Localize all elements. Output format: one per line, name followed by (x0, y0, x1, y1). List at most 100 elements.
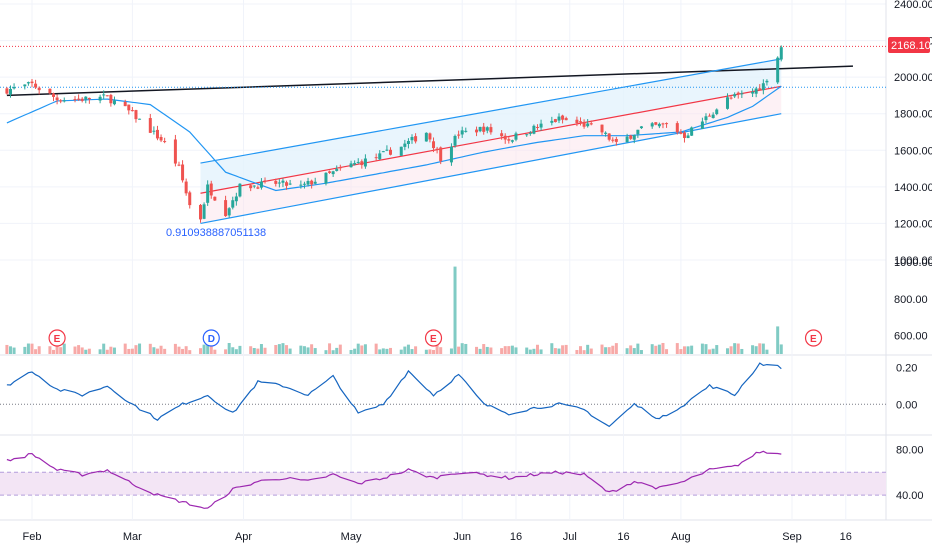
candle-body[interactable] (614, 138, 618, 142)
candle-body[interactable] (55, 97, 59, 101)
candle-body[interactable] (30, 81, 34, 84)
candle-body[interactable] (356, 161, 360, 163)
candle-body[interactable] (353, 163, 357, 165)
candle-body[interactable] (98, 96, 102, 101)
candle-body[interactable] (453, 135, 457, 146)
candle-body[interactable] (52, 93, 56, 97)
candle-body[interactable] (535, 126, 539, 128)
candle-body[interactable] (127, 104, 131, 111)
candle-body[interactable] (138, 118, 142, 120)
candle-body[interactable] (629, 135, 633, 139)
candle-body[interactable] (328, 171, 332, 173)
candle-body[interactable] (206, 184, 210, 203)
candle-body[interactable] (324, 172, 328, 184)
candle-body[interactable] (532, 125, 536, 134)
candle-body[interactable] (607, 133, 611, 140)
candle-body[interactable] (754, 88, 758, 94)
candle-body[interactable] (690, 127, 694, 136)
candle-body[interactable] (740, 93, 744, 95)
event-badge-E[interactable] (424, 329, 443, 347)
candle-body[interactable] (306, 180, 310, 185)
candle-body[interactable] (288, 183, 292, 185)
candle-body[interactable] (761, 83, 765, 91)
candle-body[interactable] (679, 132, 683, 134)
candle-body[interactable] (48, 88, 52, 94)
candle-body[interactable] (711, 114, 715, 119)
candle-body[interactable] (475, 129, 479, 133)
candle-body[interactable] (335, 168, 339, 171)
candle-body[interactable] (632, 135, 636, 140)
candle-body[interactable] (109, 94, 113, 104)
candle-body[interactable] (657, 123, 661, 127)
candle-body[interactable] (564, 118, 568, 121)
candle-body[interactable] (299, 184, 303, 186)
candle-body[interactable] (238, 183, 242, 197)
candle-body[interactable] (87, 97, 91, 100)
candle-body[interactable] (507, 139, 511, 141)
candle-body[interactable] (403, 143, 407, 147)
trendline-channel-upper[interactable] (200, 58, 782, 164)
candle-body[interactable] (589, 123, 593, 125)
candle-body[interactable] (704, 116, 708, 121)
candle-body[interactable] (224, 200, 228, 217)
candle-body[interactable] (725, 97, 729, 109)
candle-body[interactable] (478, 126, 482, 132)
event-badge-E[interactable] (804, 329, 823, 347)
candle-body[interactable] (410, 136, 414, 141)
candle-body[interactable] (751, 91, 755, 94)
candle-body[interactable] (23, 84, 27, 87)
event-badge-D[interactable] (202, 329, 220, 347)
candle-body[interactable] (575, 119, 579, 124)
candle-body[interactable] (686, 135, 690, 139)
candle-body[interactable] (399, 146, 403, 156)
candle-body[interactable] (263, 180, 267, 182)
candle-body[interactable] (8, 88, 12, 95)
candle-body[interactable] (227, 208, 231, 216)
candle-body[interactable] (650, 123, 654, 127)
candle-body[interactable] (374, 157, 378, 159)
candle-body[interactable] (26, 82, 30, 84)
candle-body[interactable] (349, 163, 353, 168)
candle-body[interactable] (37, 87, 41, 91)
candles[interactable] (5, 45, 783, 223)
candle-body[interactable] (729, 97, 733, 99)
candle-body[interactable] (360, 161, 364, 166)
candle-body[interactable] (385, 149, 389, 151)
event-badge-E[interactable] (48, 329, 66, 347)
candle-body[interactable] (432, 141, 436, 149)
candle-body[interactable] (733, 94, 737, 97)
candle-body[interactable] (102, 94, 106, 96)
candle-body[interactable] (665, 123, 669, 125)
candle-body[interactable] (331, 171, 335, 175)
candle-body[interactable] (586, 123, 590, 127)
candle-body[interactable] (550, 120, 554, 123)
candle-body[interactable] (636, 129, 640, 135)
candle-body[interactable] (460, 130, 464, 135)
candle-body[interactable] (285, 182, 289, 186)
candle-body[interactable] (579, 121, 583, 123)
candle-body[interactable] (625, 136, 629, 143)
candle-body[interactable] (281, 180, 285, 183)
candle-body[interactable] (188, 192, 192, 206)
candle-body[interactable] (163, 141, 167, 143)
candle-body[interactable] (62, 100, 66, 102)
candle-body[interactable] (639, 126, 643, 129)
candle-body[interactable] (758, 88, 762, 91)
candle-body[interactable] (406, 140, 410, 145)
candle-body[interactable] (604, 132, 608, 134)
candle-body[interactable] (12, 87, 16, 89)
candle-body[interactable] (449, 146, 453, 163)
candle-body[interactable] (84, 96, 88, 100)
candle-body[interactable] (675, 123, 679, 133)
candle-body[interactable] (654, 122, 658, 125)
candle-body[interactable] (256, 187, 260, 189)
candle-body[interactable] (313, 181, 317, 184)
candle-body[interactable] (259, 181, 263, 188)
candle-body[interactable] (435, 148, 439, 150)
candle-body[interactable] (661, 123, 665, 125)
candle-body[interactable] (277, 182, 281, 184)
candle-body[interactable] (715, 109, 719, 115)
candle-body[interactable] (80, 98, 84, 101)
candle-body[interactable] (198, 204, 202, 220)
